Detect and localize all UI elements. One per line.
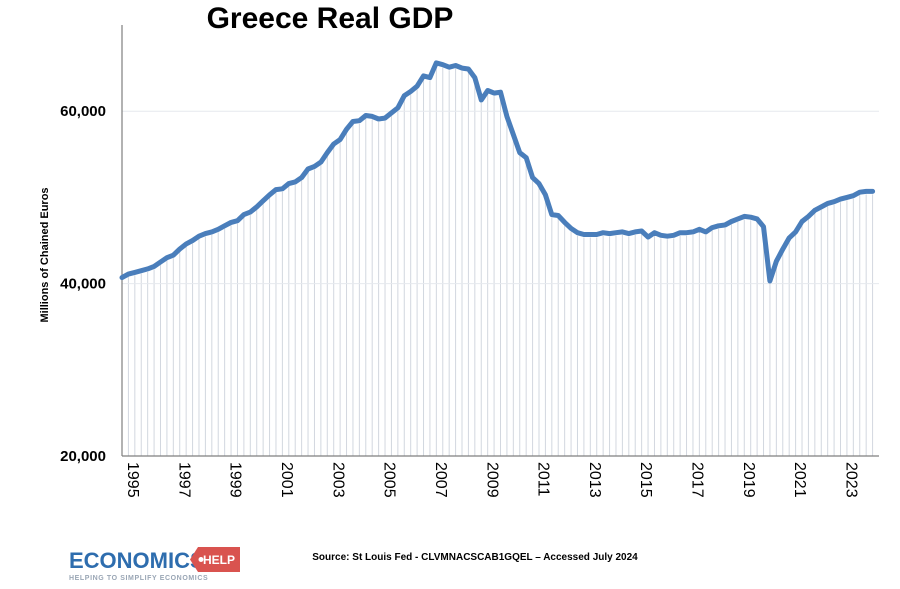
series-line-gdp <box>119 60 876 284</box>
y-tick-label: 60,000 <box>60 103 106 120</box>
x-tick-label: 1999 <box>227 462 244 498</box>
x-tick-label: 2003 <box>329 462 346 498</box>
x-tick-label: 2009 <box>483 462 500 498</box>
economics-help-logo: ECONOMICS HELP HELPING TO SIMPLIFY ECONO… <box>69 547 240 582</box>
logo-tagline: HELPING TO SIMPLIFY ECONOMICS <box>69 575 208 582</box>
vertical-gridlines <box>121 65 874 456</box>
x-tick-label: 2017 <box>689 462 706 498</box>
x-tick-label: 2011 <box>535 462 552 497</box>
x-tick-label: 2005 <box>381 462 398 498</box>
horizontal-gridlines <box>122 110 879 285</box>
x-tick-labels: 1995 1997 1999 2001 2003 2005 2007 2009 2011 2013… <box>124 462 860 498</box>
y-tick-label: 40,000 <box>60 276 106 293</box>
x-tick-label: 2013 <box>586 462 603 498</box>
x-tick-label: 2021 <box>791 462 808 498</box>
x-tick-label: 2019 <box>740 462 757 498</box>
x-tick-label: 2001 <box>278 462 295 498</box>
source-note: Source: St Louis Fed - CLVMNACSCAB1GQEL … <box>312 552 638 563</box>
logo-help-tag <box>190 547 240 572</box>
y-tick-labels: 20,000 40,000 60,000 <box>60 103 106 465</box>
y-tick-label: 20,000 <box>60 448 106 465</box>
x-tick-label: 2015 <box>637 462 654 498</box>
chart-title: Greece Real GDP <box>207 2 454 35</box>
x-tick-label: 2007 <box>432 462 449 498</box>
y-axis-label: Millions of Chained Euros <box>39 187 51 322</box>
x-tick-label: 2023 <box>843 462 860 498</box>
x-tick-label: 1995 <box>124 462 141 498</box>
logo-tag-hole <box>198 557 204 562</box>
logo-help-text: HELP <box>203 553 235 567</box>
x-tick-label: 1997 <box>175 462 192 498</box>
logo-wordmark: ECONOMICS <box>69 548 205 573</box>
